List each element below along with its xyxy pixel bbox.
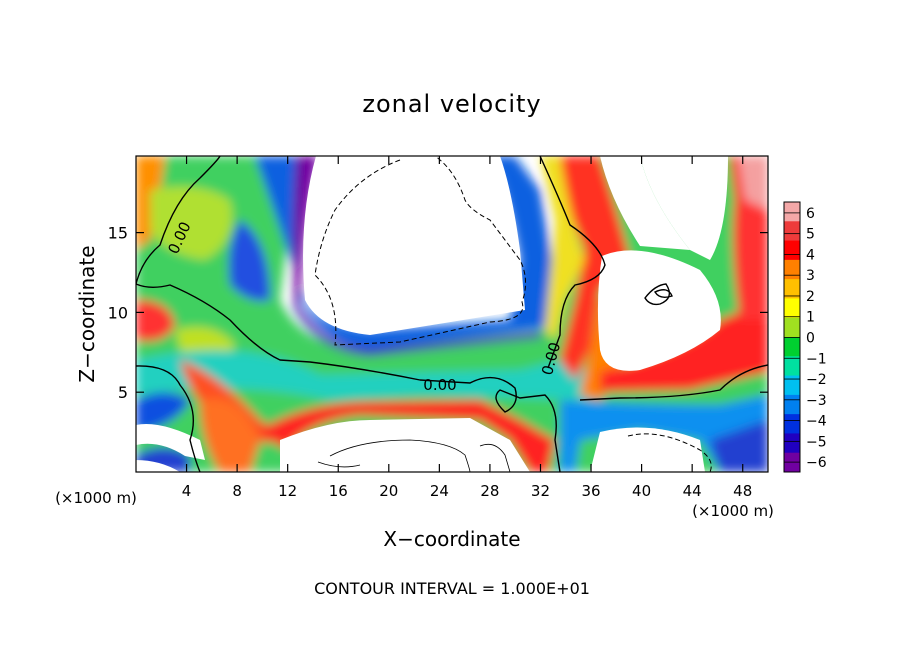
y-axis-label: Z−coordinate xyxy=(75,245,99,382)
contour-label-2: 0.00 xyxy=(423,376,456,394)
x-tick-label-7: 32 xyxy=(531,482,550,500)
colorbar-frame xyxy=(783,201,801,473)
x-tick-label-3: 16 xyxy=(329,482,348,500)
colorbar-swatch-13 xyxy=(784,452,800,473)
colorbar-swatch-12 xyxy=(784,433,800,454)
colorbar-label-10: −4 xyxy=(806,414,827,430)
colorbar-label-9: −3 xyxy=(806,393,827,409)
y-tick-label-1: 10 xyxy=(108,303,128,322)
colorbar-swatch-3 xyxy=(784,259,800,280)
x-tick-label-1: 8 xyxy=(232,482,242,500)
colorbar-swatch-10 xyxy=(784,394,800,415)
colorbar-label-2: 4 xyxy=(806,247,815,263)
x-tick-label-2: 12 xyxy=(278,482,297,500)
thin-contours xyxy=(317,439,511,472)
colorbar-swatch-4 xyxy=(784,279,800,299)
contour-lines xyxy=(136,156,768,472)
x-tick-label-0: 4 xyxy=(182,482,192,500)
x-unit-left: (×1000 m) xyxy=(55,489,137,507)
colorbar-swatch-2 xyxy=(784,240,800,261)
colorbar-label-12: −6 xyxy=(806,455,827,471)
colorbar-swatch-11 xyxy=(784,414,800,434)
x-tick-label-8: 36 xyxy=(581,482,600,500)
dashed-contours xyxy=(314,156,712,472)
colorbar-label-8: −2 xyxy=(806,372,827,388)
plot-area: 0.00 0.00 0.00 xyxy=(136,156,768,472)
x-tick-label-11: 48 xyxy=(733,482,752,500)
colorbar-label-11: −5 xyxy=(806,434,827,450)
colorbar-label-0: 6 xyxy=(806,206,815,222)
y-tick-label-2: 15 xyxy=(108,224,128,243)
colorbar-label-1: 5 xyxy=(806,227,815,243)
colorbar-label-6: 0 xyxy=(806,331,815,347)
x-unit-right: (×1000 m) xyxy=(692,502,774,520)
x-tick-label-4: 20 xyxy=(379,482,398,500)
chart-title: zonal velocity xyxy=(362,90,541,118)
colorbar-swatch-6 xyxy=(784,317,800,338)
colorbar-label-4: 2 xyxy=(806,289,815,305)
blank-region xyxy=(303,156,525,335)
colorbar-swatch-8 xyxy=(784,356,800,377)
y-tick-label-0: 5 xyxy=(118,383,128,402)
x-tick-label-9: 40 xyxy=(632,482,651,500)
x-tick-label-6: 28 xyxy=(480,482,499,500)
x-tick-label-5: 24 xyxy=(430,482,449,500)
x-axis-ticks: 4 8 12 16 20 24 28 32 36 40 44 48 xyxy=(182,156,752,500)
x-tick-label-10: 44 xyxy=(683,482,702,500)
contour-interval-footer: CONTOUR INTERVAL = 1.000E+01 xyxy=(314,579,590,598)
colorbar: 6 5 4 3 2 1 0 −1 −2 −3 −4 −5 −6 xyxy=(783,201,827,473)
colorbar-swatch-5 xyxy=(784,298,800,319)
colorbar-label-3: 3 xyxy=(806,268,815,284)
plot-frame xyxy=(135,155,769,473)
y-axis-ticks: 5 10 15 xyxy=(108,224,768,402)
colorbar-swatch-0 xyxy=(784,202,800,222)
x-axis-label: X−coordinate xyxy=(383,527,520,551)
colorbar-swatch-9 xyxy=(784,375,800,396)
colorbar-label-7: −1 xyxy=(806,351,827,367)
colorbar-swatch-7 xyxy=(784,337,800,357)
colorbar-label-5: 1 xyxy=(806,310,815,326)
colorbar-swatch-1 xyxy=(784,221,800,242)
